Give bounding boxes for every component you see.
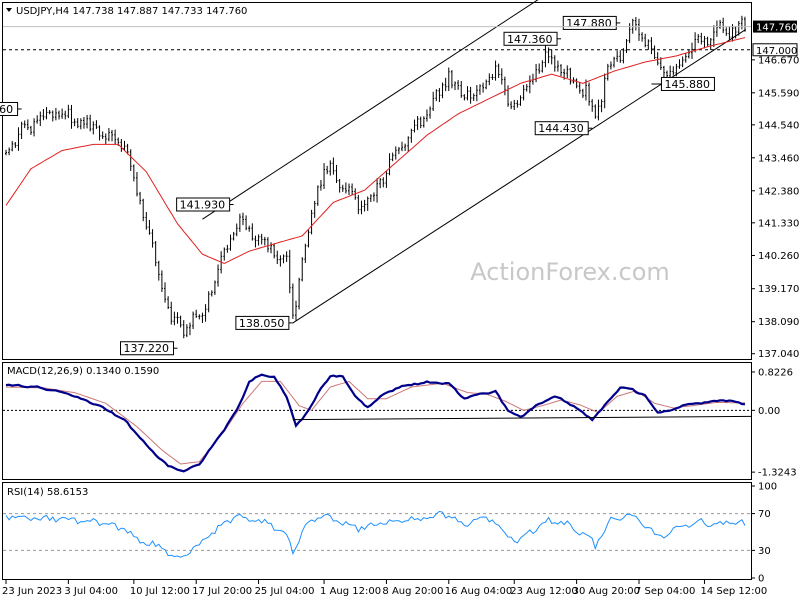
callout-box — [119, 341, 174, 356]
level-label: 147.000 — [756, 46, 797, 57]
price-candles — [5, 15, 746, 339]
price-axis: 146.670 145.590 144.540 143.460 142.380 141.3… — [751, 55, 799, 360]
price-tick-label: 146.670 — [758, 55, 799, 66]
callout-label: 144.430 — [538, 122, 584, 135]
callout-137.220: 137.220 — [119, 341, 178, 356]
channel-upper-line — [202, 0, 539, 220]
callout-label: 137.220 — [123, 342, 169, 355]
price-tick-label: 141.330 — [758, 218, 799, 229]
rsi-line — [5, 510, 746, 558]
dropdown-triangle-icon[interactable] — [6, 8, 12, 12]
callout-label: 147.360 — [507, 33, 553, 46]
rsi-panel-title: RSI(14) 58.6153 — [7, 487, 88, 498]
moving-average-line — [5, 37, 746, 264]
callout-145.060: 145.060 — [0, 101, 22, 116]
rsi-tick-label: 70 — [758, 509, 771, 520]
macd-tick-label: -1.3243 — [758, 468, 797, 479]
price-tick-label: 139.170 — [758, 284, 799, 295]
callout-138.050: 138.050 — [235, 315, 293, 330]
price-tick-label: 142.380 — [758, 186, 799, 197]
level-label-box — [752, 43, 798, 57]
watermark: ActionForex.com — [470, 258, 670, 286]
time-tick-label: 23 Jun 2023 — [2, 586, 62, 597]
callout-147.880: 147.880 — [562, 15, 621, 30]
callout-label: 147.880 — [566, 17, 612, 30]
macd-panel-title: MACD(12,26,9) 0.1340 0.1590 — [7, 366, 159, 377]
price-tick-label: 143.460 — [758, 153, 799, 164]
price-level-line: 147.000 — [3, 43, 798, 57]
callout-box — [660, 76, 715, 91]
callout-box — [534, 121, 589, 136]
callout-box — [0, 101, 19, 116]
time-axis: 23 Jun 2023 3 Jul 04:00 10 Jul 12:00 17 Jul… — [2, 580, 767, 597]
macd-axis: 0.8226 0.00 -1.3243 — [751, 367, 797, 479]
callout-label: 145.880 — [664, 78, 710, 91]
current-price-box — [753, 20, 797, 33]
price-title: USDJPY,H4 147.738 147.887 147.733 147.76… — [6, 6, 247, 17]
macd-signal-line — [5, 380, 745, 465]
rsi-axis: 100 70 30 0 — [751, 482, 777, 585]
price-tick-label: 145.590 — [758, 88, 799, 99]
time-tick-label: 7 Sep 04:00 — [635, 586, 695, 597]
macd-tick-label: 0.8226 — [758, 367, 793, 378]
price-panel-title: USDJPY,H4 147.738 147.887 147.733 147.76… — [16, 6, 247, 17]
rsi-panel-frame — [2, 482, 752, 580]
macd-trendline — [292, 415, 752, 421]
callout-box — [235, 315, 290, 330]
callout-145.880: 145.880 — [651, 76, 715, 91]
macd-main-line — [5, 373, 746, 473]
macd-panel-frame — [2, 362, 752, 480]
price-tick-label: 137.040 — [758, 349, 799, 360]
time-tick-label: 16 Aug 04:00 — [445, 586, 512, 597]
time-tick-label: 17 Jul 20:00 — [192, 586, 252, 597]
rsi-tick-label: 100 — [758, 482, 777, 493]
callout-box — [176, 197, 231, 212]
rsi-levels — [3, 513, 751, 551]
current-price-marker: 147.760 — [3, 20, 797, 34]
callout-box — [503, 31, 558, 46]
price-tick-label: 140.260 — [758, 251, 799, 262]
price-tick-label: 138.090 — [758, 317, 799, 328]
callout-label: 138.050 — [239, 317, 285, 330]
callout-label: 141.930 — [180, 198, 226, 211]
price-tick-label: 144.540 — [758, 120, 799, 131]
time-tick-label: 10 Jul 12:00 — [130, 586, 190, 597]
time-tick-label: 25 Jul 04:00 — [255, 586, 315, 597]
callout-144.430: 144.430 — [534, 121, 593, 136]
price-callouts: 145.060 141.930 137.220 138.050 147.360 144.4… — [0, 15, 715, 356]
rsi-tick-label: 0 — [758, 574, 764, 585]
rsi-tick-label: 30 — [758, 546, 771, 557]
time-tick-label: 30 Aug 20:00 — [573, 586, 640, 597]
time-tick-label: 23 Aug 12:00 — [510, 586, 577, 597]
time-tick-label: 3 Jul 04:00 — [64, 586, 118, 597]
macd-tick-label: 0.00 — [758, 406, 780, 417]
callout-label: 145.060 — [0, 103, 13, 116]
price-panel-frame — [2, 2, 752, 360]
current-price-label: 147.760 — [756, 23, 797, 34]
time-tick-label: 1 Aug 12:00 — [320, 586, 381, 597]
time-tick-label: 8 Aug 20:00 — [382, 586, 443, 597]
callout-141.930: 141.930 — [176, 197, 234, 212]
time-tick-label: 14 Sep 12:00 — [700, 586, 767, 597]
callout-147.360: 147.360 — [503, 31, 562, 46]
